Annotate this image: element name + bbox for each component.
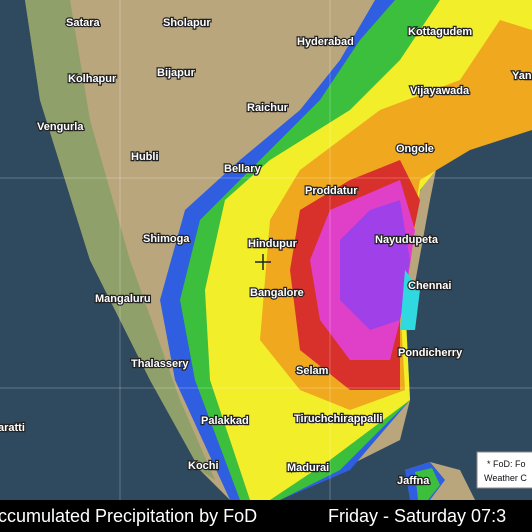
city-label: Mangaluru xyxy=(95,293,151,305)
city-label: Vengurla xyxy=(37,121,84,133)
land-west xyxy=(25,0,215,480)
note-text: * FoD: Fo xyxy=(487,459,526,469)
city-label: Bijapur xyxy=(157,67,196,79)
city-label: aratti xyxy=(0,422,25,434)
city-label: Palakkad xyxy=(201,415,249,427)
city-label: Hindupur xyxy=(248,238,298,250)
note-box: * FoD: Fo Weather C xyxy=(476,451,532,489)
caption-bar: ccumulated Precipitation by FoD Friday -… xyxy=(0,500,532,532)
city-label: Pondicherry xyxy=(398,347,463,359)
caption-period: Friday - Saturday 07:3 xyxy=(328,506,506,526)
graticule xyxy=(0,0,532,500)
city-label: Tiruchchirappalli xyxy=(294,413,382,425)
city-label: Nayudupeta xyxy=(375,234,439,246)
city-label: Satara xyxy=(66,17,101,29)
city-labels: Satara Sholapur Hyderabad Kottagudem Kol… xyxy=(0,16,532,488)
city-label: Madurai xyxy=(287,462,329,474)
city-label: Selam xyxy=(296,365,329,377)
note-text: Weather C xyxy=(484,473,527,483)
city-label: Raichur xyxy=(247,102,289,114)
city-label: Hubli xyxy=(131,151,159,163)
city-label: Jaffna xyxy=(397,475,430,487)
city-label: Kottagudem xyxy=(408,26,472,38)
city-label: Shimoga xyxy=(143,233,190,245)
caption-title: ccumulated Precipitation by FoD xyxy=(0,506,257,526)
precipitation xyxy=(160,0,532,500)
city-label: Ongole xyxy=(396,143,434,155)
city-label: Kolhapur xyxy=(68,73,117,85)
city-label: Sholapur xyxy=(163,17,211,29)
city-label: Yan xyxy=(512,70,532,82)
city-label: Thalassery xyxy=(131,358,189,370)
city-label: Bangalore xyxy=(250,287,304,299)
city-label: Hyderabad xyxy=(297,36,354,48)
city-label: Bellary xyxy=(224,163,262,175)
city-label: Kochi xyxy=(188,460,219,472)
marker xyxy=(255,254,271,270)
city-label: Proddatur xyxy=(305,185,358,197)
city-label: Chennai xyxy=(408,280,451,292)
city-label: Vijayawada xyxy=(410,85,470,97)
